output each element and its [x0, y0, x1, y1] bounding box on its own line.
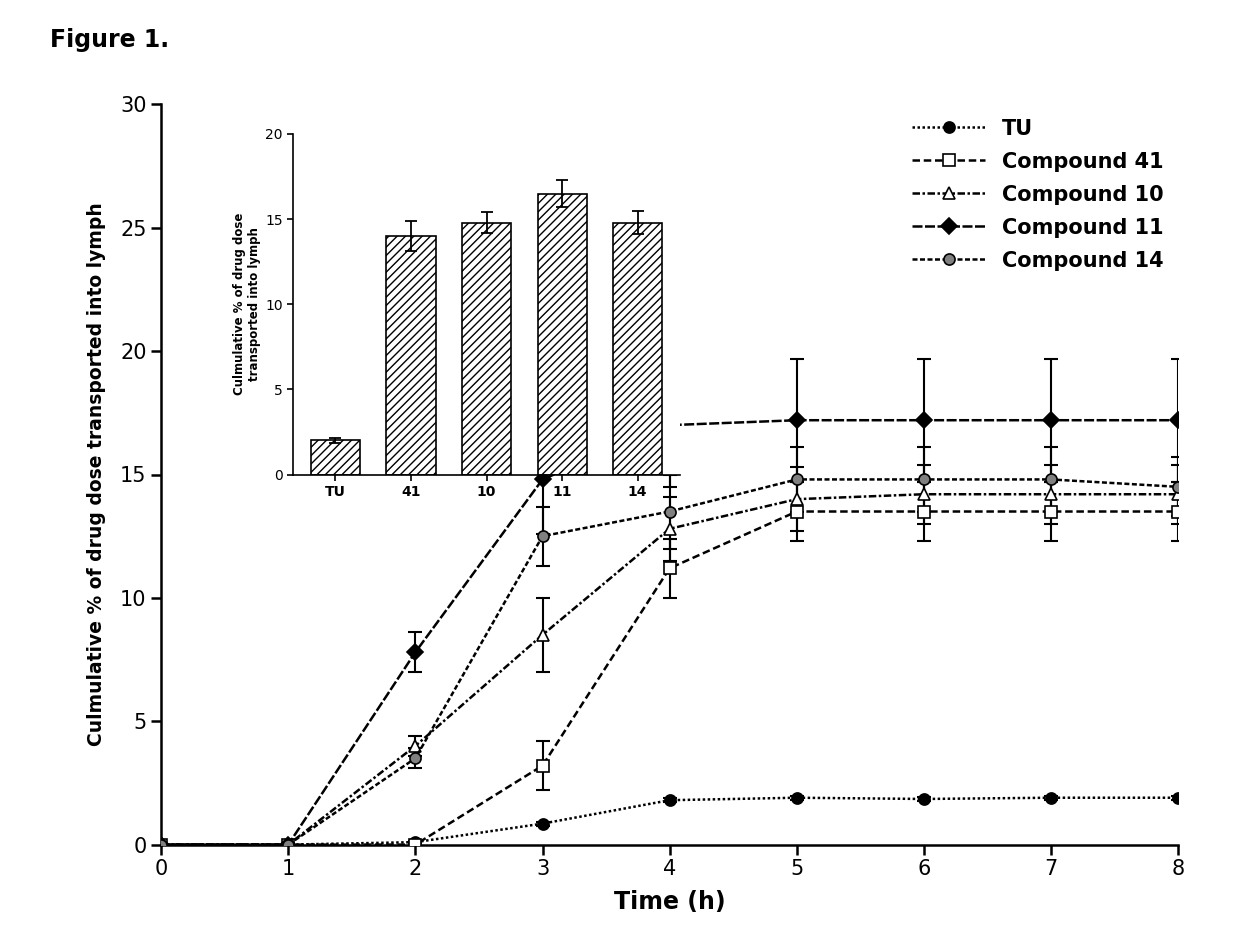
Y-axis label: Culmulative % of drug dose transported into lymph: Culmulative % of drug dose transported i…	[87, 203, 107, 746]
Legend: TU, Compound 41, Compound 10, Compound 11, Compound 14: TU, Compound 41, Compound 10, Compound 1…	[904, 111, 1172, 280]
X-axis label: Time (h): Time (h)	[614, 890, 725, 914]
Text: Figure 1.: Figure 1.	[50, 28, 169, 52]
